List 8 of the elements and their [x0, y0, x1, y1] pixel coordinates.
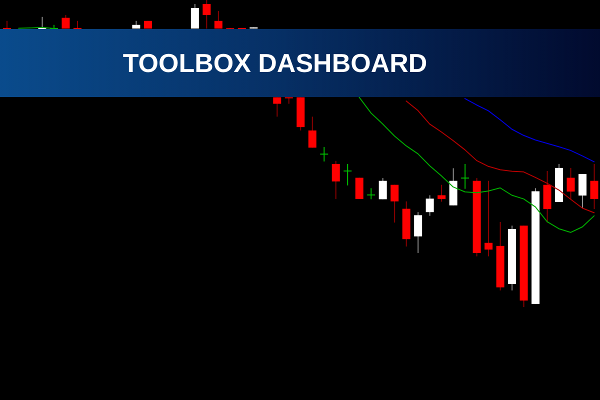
candlestick: [73, 20, 82, 30]
candlestick: [320, 146, 329, 162]
candlestick: [343, 163, 352, 186]
candlestick: [460, 163, 470, 190]
candlestick: [366, 188, 376, 200]
candlestick: [3, 20, 11, 30]
candlestick: [355, 177, 364, 200]
text: TOOLBOX DASHBOARD: [122, 48, 428, 78]
